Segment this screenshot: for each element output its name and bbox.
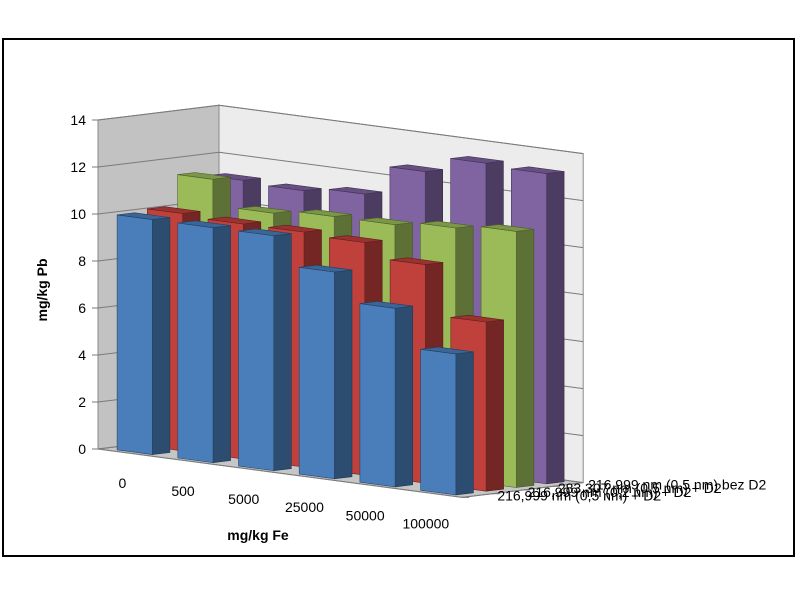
x-tick-label: 0 — [118, 475, 126, 491]
series-label: 216,999 nm (0,5 nm) bez D2 — [588, 476, 766, 492]
x-tick-label: 100000 — [402, 515, 449, 531]
bar — [420, 346, 474, 496]
x-tick-label: 5000 — [228, 491, 259, 507]
series-label: 216,999 nm (0,5 nm) + D2 — [497, 488, 661, 504]
x-tick-labels: 0 500 5000 25000 50000 100000 — [118, 475, 449, 531]
bar — [116, 212, 171, 455]
y-axis-title: mg/kg Pb — [34, 258, 50, 321]
y-tick-label: 8 — [78, 253, 86, 269]
x-axis-line — [97, 448, 463, 498]
y-tick-label: 4 — [78, 347, 86, 363]
bar — [298, 264, 353, 480]
gridline — [97, 104, 584, 155]
x-tick-label: 500 — [171, 483, 195, 499]
series-label: 216,999 nm (0,2 nm) + D2 — [528, 484, 692, 500]
series-label: 283,307 nm (0,5 nm) + D2 — [558, 480, 722, 496]
bar — [359, 301, 414, 488]
bar — [177, 220, 231, 464]
x-tick-label: 25000 — [285, 499, 324, 515]
x-tick-label: 50000 — [346, 507, 385, 523]
y-tick-label: 0 — [78, 441, 86, 457]
y-tick-label: 2 — [78, 394, 86, 410]
y-tick-label: 6 — [78, 300, 86, 316]
y-tick-labels: 0 2 4 6 8 10 12 14 — [70, 112, 86, 457]
y-tick-label: 14 — [70, 112, 86, 128]
x-axis-title: mg/kg Fe — [227, 527, 289, 543]
y-tick-label: 10 — [70, 206, 86, 222]
y-tick-label: 12 — [70, 159, 86, 175]
chart-frame — [2, 38, 795, 557]
bar — [238, 228, 292, 472]
bars — [116, 156, 565, 496]
